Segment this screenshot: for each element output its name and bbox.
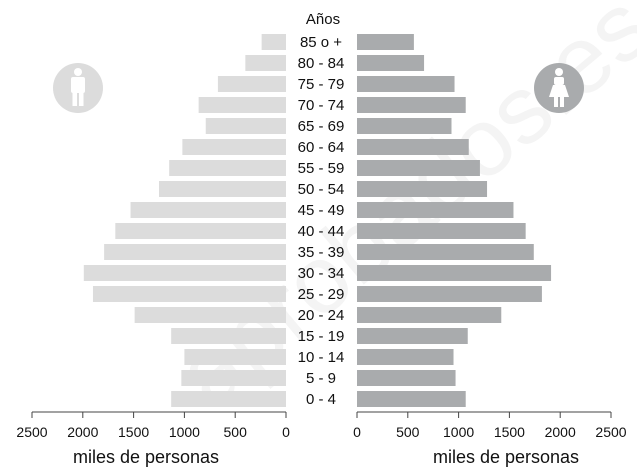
female-bar [357, 286, 542, 302]
male-bar [92, 286, 287, 302]
male-bar [205, 118, 286, 134]
age-group-label: 35 - 39 [298, 244, 345, 261]
age-group-label: 10 - 14 [298, 349, 345, 366]
age-group-label: 40 - 44 [298, 223, 345, 240]
male-bar [198, 97, 286, 113]
female-bar [357, 76, 455, 92]
age-group-label: 55 - 59 [298, 160, 345, 177]
age-group-label: 65 - 69 [298, 118, 345, 135]
male-bar [115, 223, 286, 239]
male-bar [184, 349, 286, 365]
female-icon [534, 63, 584, 113]
female-bar [357, 97, 466, 113]
age-group-label: 80 - 84 [298, 55, 345, 72]
left-axis-title: miles de personas [73, 447, 219, 467]
axis-tick-label: 0 [353, 424, 361, 440]
female-bar [357, 328, 468, 344]
age-group-label: 25 - 29 [298, 286, 345, 303]
age-group-label: 5 - 9 [306, 370, 336, 387]
age-group-label: 45 - 49 [298, 202, 345, 219]
right-axis-title: miles de personas [433, 447, 579, 467]
female-bar [357, 244, 534, 260]
female-bar [357, 139, 469, 155]
female-bar [357, 160, 480, 176]
male-bar [245, 55, 286, 71]
female-bar [357, 265, 552, 281]
axis-tick-label: 2000 [67, 424, 98, 440]
female-bar [357, 202, 514, 218]
female-bar [357, 349, 454, 365]
left-axis-ticks: 2500 2000 1500 1000 500 0 [16, 412, 290, 440]
male-bar [261, 34, 286, 50]
axis-tick-label: 2500 [16, 424, 47, 440]
male-bar [130, 202, 286, 218]
age-group-label: 85 o + [300, 34, 342, 51]
age-group-label: 70 - 74 [298, 97, 345, 114]
female-bar [357, 370, 456, 386]
male-bar [171, 391, 286, 407]
male-bar [181, 370, 286, 386]
male-bar [217, 76, 286, 92]
age-group-label: 15 - 19 [298, 328, 345, 345]
axis-tick-label: 500 [396, 424, 420, 440]
age-group-label: 0 - 4 [306, 391, 336, 408]
age-group-label: 75 - 79 [298, 76, 345, 93]
female-bars [357, 34, 552, 407]
axis-tick-label: 500 [224, 424, 248, 440]
female-bar [357, 34, 414, 50]
axis-tick-label: 2000 [545, 424, 576, 440]
axis-tick-label: 1000 [169, 424, 200, 440]
male-bar [104, 244, 286, 260]
age-header: Años [306, 11, 340, 28]
axis-tick-label: 1500 [118, 424, 149, 440]
female-bar [357, 391, 466, 407]
age-group-label: 20 - 24 [298, 307, 345, 324]
male-bar [169, 160, 286, 176]
age-group-label: 50 - 54 [298, 181, 345, 198]
age-group-label: 60 - 64 [298, 139, 345, 156]
male-bar [171, 328, 286, 344]
axis-tick-label: 0 [282, 424, 290, 440]
right-axis-ticks: 0 500 1000 1500 2000 2500 [353, 412, 627, 440]
female-bar [357, 307, 502, 323]
male-bar [182, 139, 286, 155]
female-bar [357, 118, 452, 134]
female-bar [357, 223, 526, 239]
age-group-labels: 85 o + 80 - 84 75 - 79 70 - 74 65 - 69 60 - 6… [298, 34, 345, 408]
age-group-label: 30 - 34 [298, 265, 345, 282]
axis-tick-label: 1000 [443, 424, 474, 440]
male-bar [83, 265, 286, 281]
female-bar [357, 55, 425, 71]
female-bar [357, 181, 488, 197]
axis-tick-label: 1500 [494, 424, 525, 440]
axis-tick-label: 2500 [595, 424, 626, 440]
male-icon [53, 63, 103, 113]
male-bar [134, 307, 286, 323]
male-bar [159, 181, 286, 197]
male-bars [83, 34, 287, 407]
